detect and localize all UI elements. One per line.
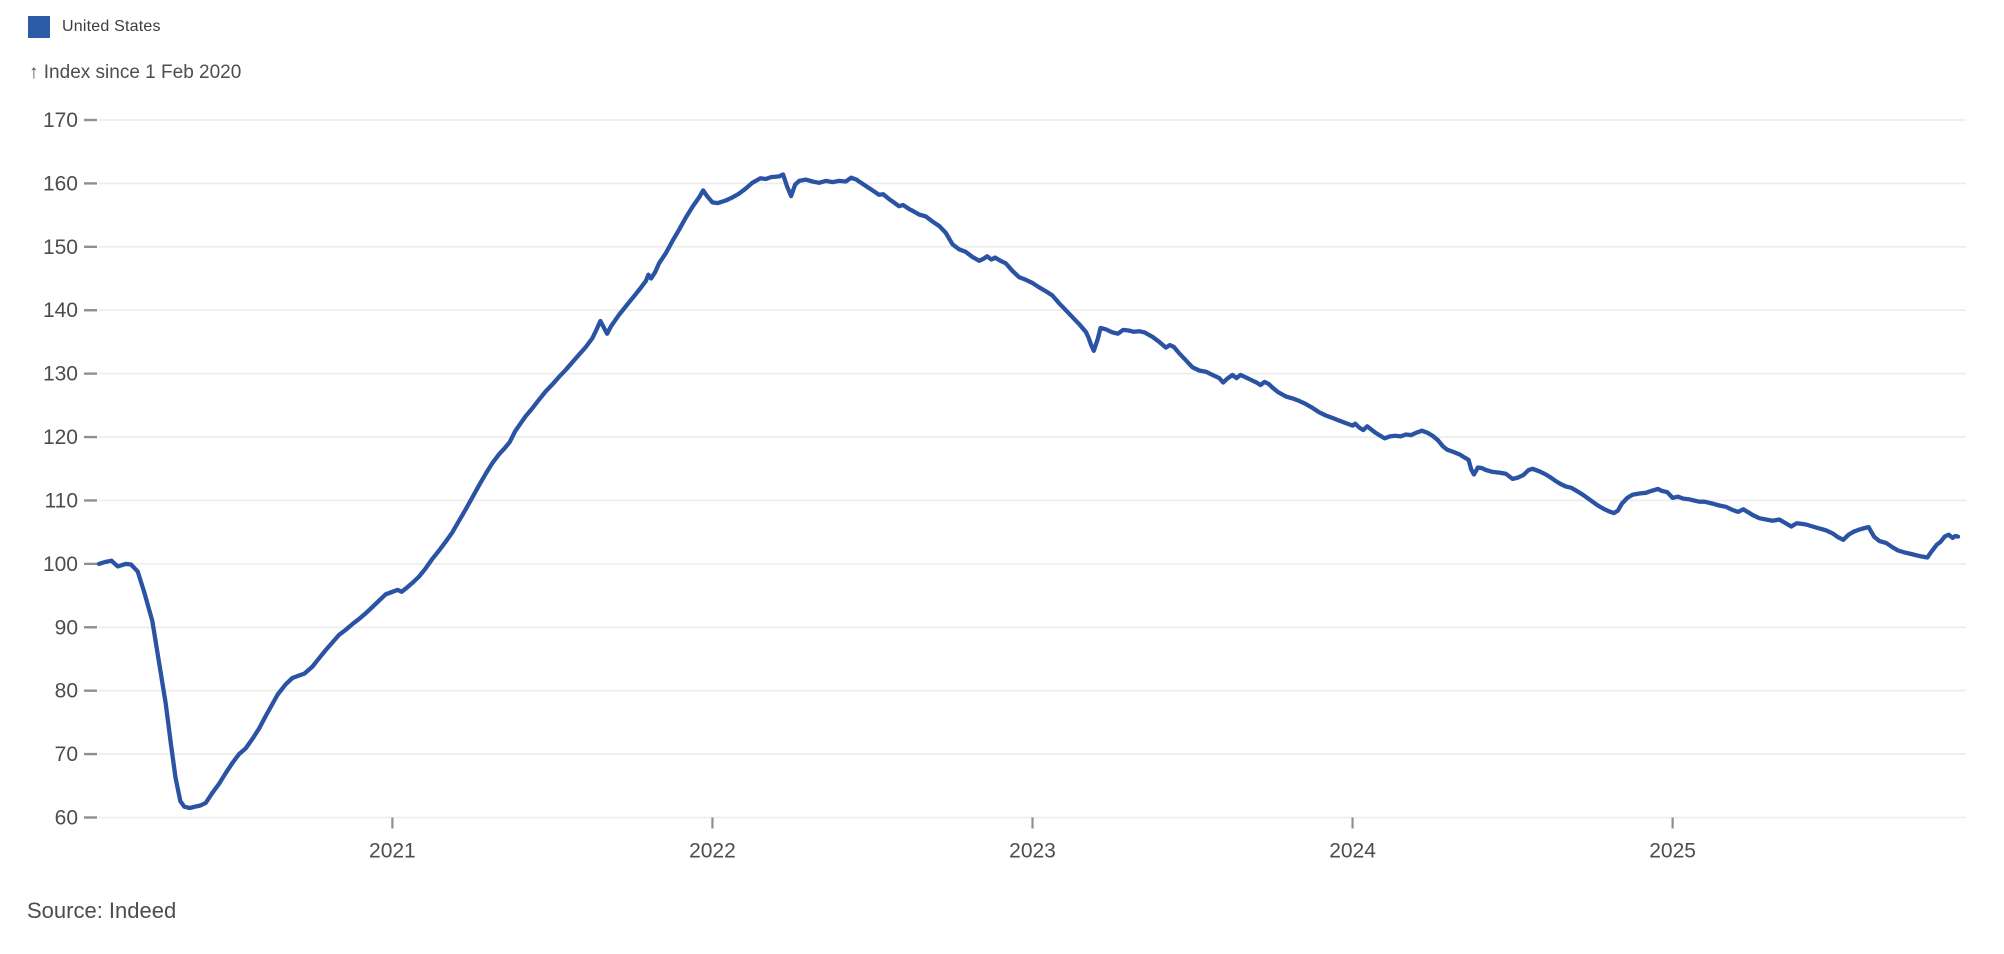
y-tick-label: 60 (55, 807, 78, 830)
series-line-united-states (96, 172, 1961, 811)
source-note: Source: Indeed (27, 898, 177, 923)
x-tick-label: 2023 (1009, 840, 1056, 863)
y-tick-label: 130 (43, 363, 78, 386)
y-axis-title: ↑ Index since 1 Feb 2020 (29, 62, 242, 83)
x-tick-label: 2022 (689, 840, 736, 863)
y-tick-label: 110 (45, 489, 78, 512)
y-tick-label: 120 (43, 426, 78, 449)
legend-swatch-united-states (28, 16, 50, 38)
x-tick-label: 2021 (369, 840, 416, 863)
legend-label: United States (62, 18, 161, 35)
line-chart-svg: 60 70 80 90 100 110 120 130 140 150 160 170 2021 2022… (43, 109, 1966, 863)
y-tick-label: 100 (43, 553, 78, 576)
y-tick-label: 80 (55, 680, 78, 703)
x-tick-label: 2024 (1329, 840, 1376, 863)
y-tick-label: 160 (43, 172, 78, 195)
y-tick-label: 140 (43, 299, 78, 322)
y-tick-label: 90 (55, 616, 78, 639)
y-tick-label: 170 (43, 109, 78, 132)
y-tick-label: 70 (55, 743, 78, 766)
x-tick-label: 2025 (1649, 840, 1696, 863)
y-tick-label: 150 (43, 236, 78, 259)
legend: United States (28, 16, 161, 38)
